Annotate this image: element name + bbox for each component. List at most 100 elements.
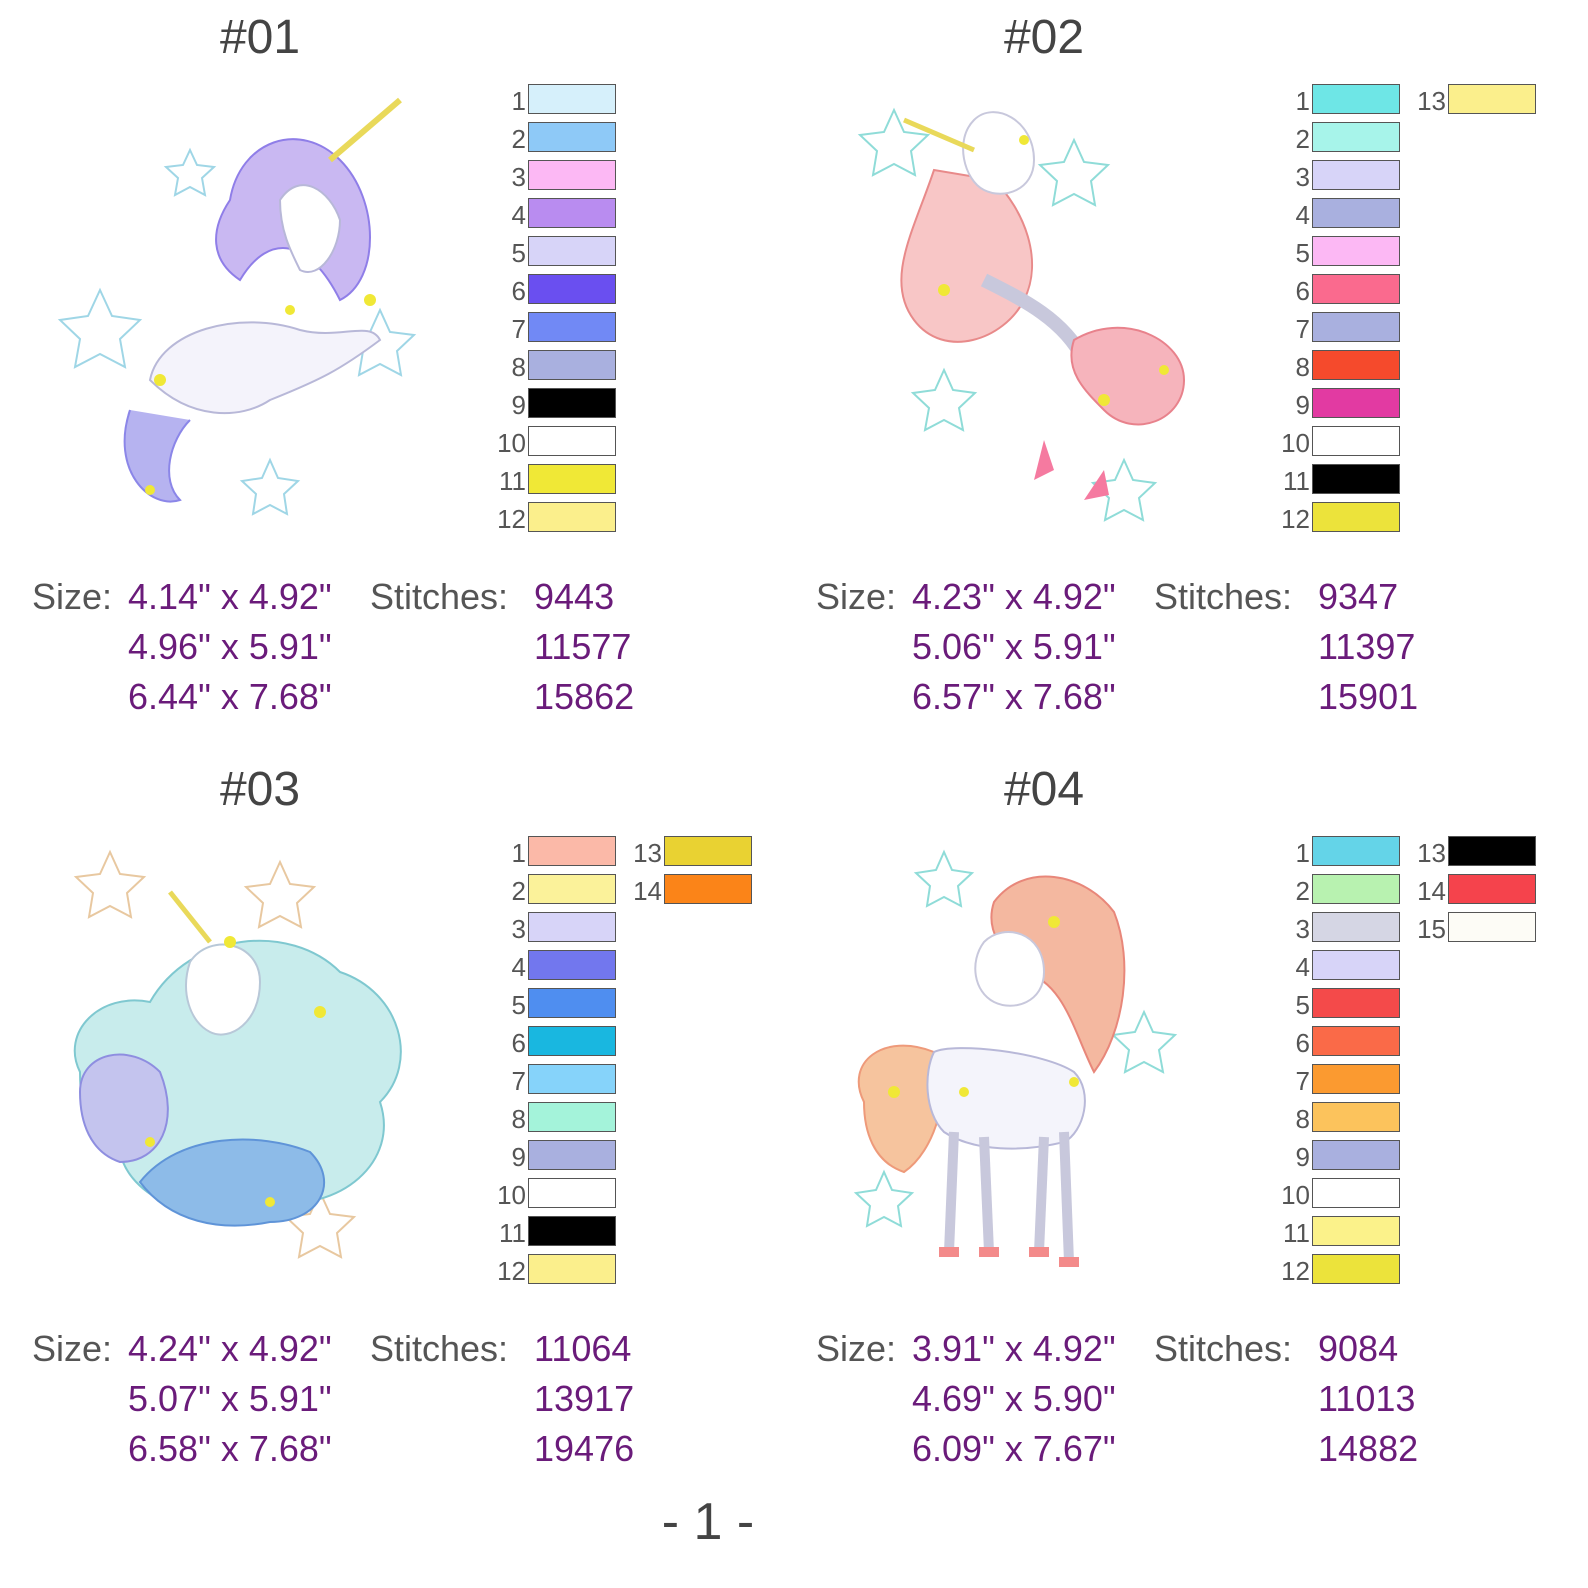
thread-color-number: 10 <box>1281 1180 1310 1210</box>
stitch-count: 15862 <box>534 676 635 717</box>
thread-color-row: 6 <box>488 274 628 308</box>
thread-color-row: 13 <box>624 836 764 870</box>
stitch-count: 15901 <box>1318 676 1419 717</box>
stitch-count: 9443 <box>534 576 615 617</box>
thread-color-number: 2 <box>1295 876 1310 906</box>
thread-color-number: 9 <box>1295 390 1310 420</box>
thread-color-number: 13 <box>1417 838 1446 868</box>
thread-color-row: 1 <box>1272 836 1412 870</box>
thread-color-row: 1 <box>1272 84 1412 118</box>
thread-color-number: 6 <box>511 1028 526 1058</box>
thread-color-row: 5 <box>488 988 628 1022</box>
thread-color-row: 3 <box>488 160 628 194</box>
thread-color-row: 10 <box>1272 1178 1412 1212</box>
size-values: 4.24" x 4.92" 5.07" x 5.91" 6.58" x 7.68… <box>128 1324 332 1474</box>
thread-color-row: 12 <box>1272 502 1412 536</box>
thread-color-row: 12 <box>1272 1254 1412 1288</box>
thread-color-row: 9 <box>488 388 628 422</box>
thread-color-swatch <box>1312 1064 1400 1094</box>
thread-color-number: 4 <box>511 952 526 982</box>
thread-color-number: 3 <box>511 914 526 944</box>
thread-color-row: 11 <box>1272 464 1412 498</box>
size-value: 5.07" x 5.91" <box>128 1378 332 1419</box>
size-values: 4.23" x 4.92" 5.06" x 5.91" 6.57" x 7.68… <box>912 572 1116 722</box>
thread-color-swatch <box>528 1026 616 1056</box>
thread-color-row: 10 <box>1272 426 1412 460</box>
thread-color-number: 11 <box>499 1218 526 1248</box>
thread-color-swatch <box>528 1216 616 1246</box>
thread-color-number: 13 <box>633 838 662 868</box>
thread-color-number: 5 <box>511 990 526 1020</box>
thread-color-swatch <box>528 1254 616 1284</box>
thread-color-swatch <box>528 836 616 866</box>
thread-color-number: 2 <box>511 876 526 906</box>
thread-color-swatch <box>1312 1216 1400 1246</box>
thread-color-number: 5 <box>1295 990 1310 1020</box>
thread-color-number: 1 <box>511 86 526 116</box>
stitch-count: 11064 <box>534 1328 632 1369</box>
size-value: 4.69" x 5.90" <box>912 1378 1116 1419</box>
unicorn-embroidery-image <box>40 80 460 550</box>
thread-color-swatch <box>1312 464 1400 494</box>
thread-color-row: 13 <box>1408 836 1548 870</box>
thread-color-number: 3 <box>511 162 526 192</box>
design-card-03: #03 1 2 3 4 5 6 7 8 9 10 11 12 13 14 Size: 4.24" x 4.… <box>0 752 790 1512</box>
thread-color-number: 10 <box>497 428 526 458</box>
thread-color-swatch <box>1312 988 1400 1018</box>
size-value: 5.06" x 5.91" <box>912 626 1116 667</box>
unicorn-illustration-02 <box>857 107 1186 522</box>
thread-color-swatch <box>528 1140 616 1170</box>
thread-color-row: 9 <box>488 1140 628 1174</box>
thread-color-number: 10 <box>1281 428 1310 458</box>
thread-color-swatch <box>1448 874 1536 904</box>
thread-color-number: 7 <box>511 1066 526 1096</box>
thread-color-number: 12 <box>497 504 526 534</box>
thread-color-number: 4 <box>1295 200 1310 230</box>
thread-color-number: 5 <box>1295 238 1310 268</box>
thread-color-swatch <box>528 84 616 114</box>
thread-color-number: 12 <box>497 1256 526 1286</box>
thread-color-number: 12 <box>1281 1256 1310 1286</box>
thread-color-swatch <box>528 464 616 494</box>
size-value: 4.24" x 4.92" <box>128 1328 332 1369</box>
thread-color-row: 13 <box>1408 84 1548 118</box>
thread-color-row: 12 <box>488 1254 628 1288</box>
thread-color-number: 12 <box>1281 504 1310 534</box>
thread-color-swatch <box>528 874 616 904</box>
thread-color-swatch <box>1312 160 1400 190</box>
thread-color-row: 1 <box>488 84 628 118</box>
thread-color-row: 2 <box>488 874 628 908</box>
size-label: Size: <box>32 1328 113 1369</box>
size-value: 4.96" x 5.91" <box>128 626 332 667</box>
thread-color-number: 5 <box>511 238 526 268</box>
thread-color-number: 1 <box>511 838 526 868</box>
thread-color-row: 8 <box>488 1102 628 1136</box>
thread-color-row: 11 <box>1272 1216 1412 1250</box>
thread-color-swatch <box>528 1064 616 1094</box>
size-value: 6.09" x 7.67" <box>912 1428 1116 1469</box>
thread-color-swatch <box>1312 84 1400 114</box>
thread-color-swatch <box>1312 1254 1400 1284</box>
stitches-label: Stitches: <box>1154 576 1293 617</box>
thread-color-number: 13 <box>1417 86 1446 116</box>
thread-color-swatch <box>1312 836 1400 866</box>
thread-color-number: 8 <box>511 352 526 382</box>
thread-color-number: 15 <box>1417 914 1446 944</box>
thread-color-row: 6 <box>1272 1026 1412 1060</box>
thread-color-number: 9 <box>1295 1142 1310 1172</box>
stitch-count: 19476 <box>534 1428 635 1469</box>
thread-color-row: 2 <box>488 122 628 156</box>
thread-color-swatch <box>528 1102 616 1132</box>
thread-color-swatch <box>528 350 616 380</box>
thread-color-number: 7 <box>1295 1066 1310 1096</box>
size-label: Size: <box>816 1328 897 1369</box>
thread-color-number: 11 <box>1283 1218 1310 1248</box>
thread-color-swatch <box>528 988 616 1018</box>
thread-color-row: 5 <box>488 236 628 270</box>
thread-color-row: 4 <box>1272 950 1412 984</box>
stitches-label: Stitches: <box>370 1328 509 1369</box>
size-value: 6.57" x 7.68" <box>912 676 1116 717</box>
design-card-01: #01 1 2 3 4 5 6 7 8 9 10 11 12 Size: 4.14" x 4.92" … <box>0 0 790 760</box>
thread-color-swatch <box>1312 502 1400 532</box>
thread-color-row: 12 <box>488 502 628 536</box>
